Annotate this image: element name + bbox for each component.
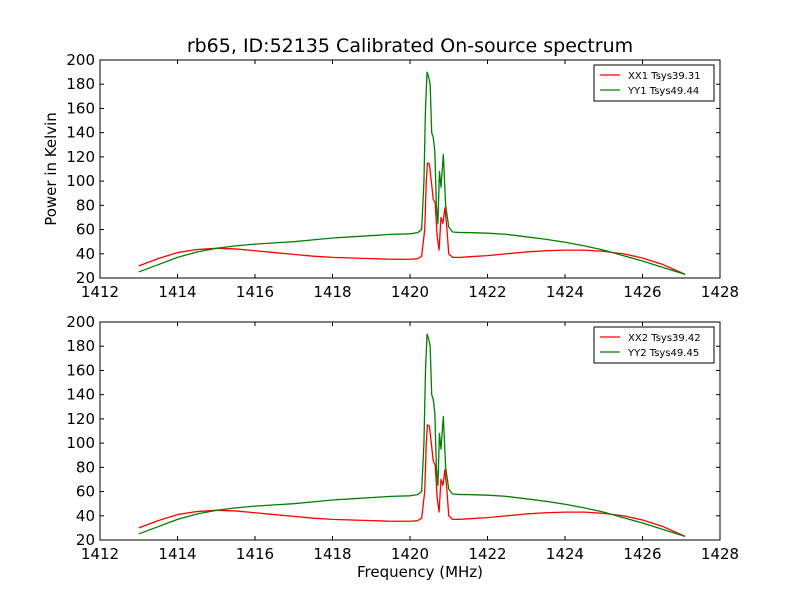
legend: XX1 Tsys39.31 YY1 Tsys49.44 (593, 64, 715, 102)
x-tick-label: 1414 (158, 283, 196, 301)
y-tick-label: 120 (66, 148, 95, 166)
y-axis-label: Power in Kelvin (42, 112, 60, 226)
legend-box (593, 326, 715, 364)
x-tick-label: 1412 (81, 545, 119, 563)
legend-label: XX1 Tsys39.31 (628, 71, 701, 82)
legend-box (593, 64, 715, 102)
legend-label: XX2 Tsys39.42 (628, 333, 701, 344)
y-tick-label: 160 (66, 361, 95, 379)
x-tick-label: 1424 (546, 545, 584, 563)
series-line-xx (138, 424, 686, 537)
y-tick-label: 60 (76, 221, 95, 239)
x-tick-label: 1418 (313, 283, 351, 301)
bottom-panel: 1412 1414 1416 1418 1420 1422 1424 1426 1428 20 40… (66, 313, 739, 581)
x-axis-label: Frequency (MHz) (357, 563, 483, 581)
y-tick-label: 20 (76, 269, 95, 287)
y-tick-label: 200 (66, 313, 95, 331)
legend: XX2 Tsys39.42 YY2 Tsys49.45 (593, 326, 715, 364)
y-tick-label: 60 (76, 483, 95, 501)
x-tick-label: 1424 (546, 283, 584, 301)
x-tick-label: 1426 (623, 283, 661, 301)
y-tick-label: 140 (66, 386, 95, 404)
y-tick-label: 100 (66, 434, 95, 452)
y-tick-label: 180 (66, 75, 95, 93)
x-tick-label: 1416 (236, 283, 274, 301)
x-tick-label: 1416 (236, 545, 274, 563)
x-tick-label: 1428 (701, 545, 739, 563)
x-tick-label: 1426 (623, 545, 661, 563)
y-tick-label: 40 (76, 245, 95, 263)
series-line-yy (138, 333, 686, 537)
y-tick-label: 40 (76, 507, 95, 525)
y-tick-label: 160 (66, 99, 95, 117)
y-tick-label: 200 (66, 51, 95, 69)
y-tick-label: 80 (76, 196, 95, 214)
x-tick-label: 1420 (391, 545, 429, 563)
x-tick-label: 1418 (313, 545, 351, 563)
series-line-xx (138, 162, 686, 275)
legend-label: YY1 Tsys49.44 (627, 86, 699, 97)
legend-label: YY2 Tsys49.45 (627, 348, 699, 359)
x-tick-label: 1422 (468, 545, 506, 563)
y-tick-label: 80 (76, 458, 95, 476)
x-tick-label: 1420 (391, 283, 429, 301)
y-tick-label: 120 (66, 410, 95, 428)
y-tick-label: 100 (66, 172, 95, 190)
y-tick-label: 20 (76, 531, 95, 549)
figure-title: rb65, ID:52135 Calibrated On-source spec… (187, 35, 633, 57)
x-tick-label: 1412 (81, 283, 119, 301)
y-tick-label: 180 (66, 337, 95, 355)
top-panel: 1412 1414 1416 1418 1420 1422 1424 1426 1428 20 40… (42, 51, 739, 301)
x-tick-label: 1428 (701, 283, 739, 301)
x-tick-label: 1422 (468, 283, 506, 301)
series-line-yy (138, 71, 686, 275)
x-tick-label: 1414 (158, 545, 196, 563)
y-tick-label: 140 (66, 124, 95, 142)
